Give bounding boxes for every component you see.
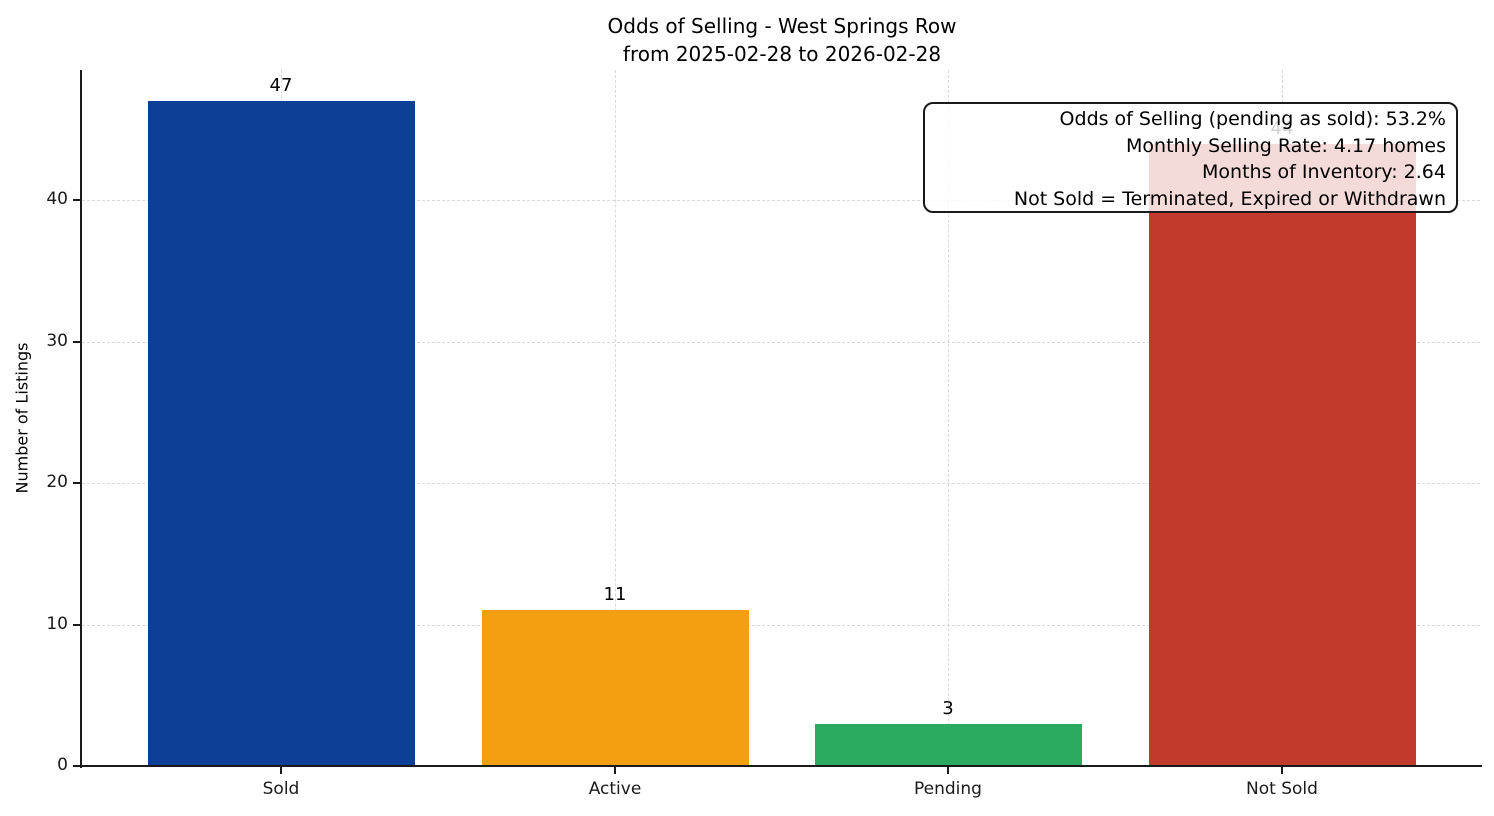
- annotation-box: Odds of Selling (pending as sold): 53.2%…: [923, 102, 1458, 213]
- bar-value-label: 3: [942, 697, 954, 719]
- y-tick-label: 10: [46, 613, 68, 634]
- h-gridline-10: [82, 624, 1480, 626]
- y-tick-label: 20: [46, 472, 68, 493]
- chart-title-line1: Odds of Selling - West Springs Row: [607, 14, 957, 38]
- bar-not-sold: [1148, 143, 1416, 766]
- annotation-not-sold-definition: Not Sold = Terminated, Expired or Withdr…: [1013, 187, 1446, 210]
- bar-sold: [147, 101, 415, 766]
- h-gridline-20: [82, 483, 1480, 485]
- x-tick-label: Not Sold: [1246, 779, 1318, 799]
- y-tick-label: 40: [46, 189, 68, 210]
- x-tick-label: Active: [588, 779, 642, 799]
- v-gridline-1: [615, 70, 616, 766]
- bar-value-label: 11: [603, 584, 627, 606]
- y-tick-mark-30: [73, 340, 80, 343]
- y-tick-label: 0: [57, 755, 68, 775]
- chart-title-line2: from 2025-02-28 to 2026-02-28: [622, 42, 942, 66]
- annotation-odds-of-selling: Odds of Selling (pending as sold): 53.2%: [1059, 108, 1446, 130]
- x-tick-mark-3: [1281, 767, 1283, 774]
- annotation-monthly-selling-rate: Monthly Selling Rate: 4.17 homes: [1126, 134, 1446, 157]
- y-axis-label: Number of Listings: [12, 342, 32, 494]
- x-tick-label: Sold: [262, 779, 300, 799]
- x-tick-label: Pending: [914, 779, 982, 799]
- annotation-months-of-inventory: Months of Inventory: 2.64: [1202, 161, 1446, 183]
- y-tick-mark-10: [73, 623, 80, 626]
- v-gridline-2: [948, 70, 949, 766]
- h-gridline-40: [82, 200, 1480, 202]
- y-axis-spine: [80, 70, 82, 768]
- h-gridline-30: [82, 341, 1480, 343]
- bar-pending: [814, 723, 1082, 766]
- y-tick-label: 30: [46, 330, 68, 351]
- bar-value-label: 47: [269, 75, 293, 97]
- bar-active: [481, 610, 749, 766]
- x-tick-mark-0: [280, 767, 282, 774]
- chart-title: Odds of Selling - West Springs Row from …: [82, 12, 1482, 68]
- y-tick-mark-20: [73, 482, 80, 485]
- y-tick-mark-40: [73, 199, 80, 202]
- x-axis-spine: [80, 765, 1482, 767]
- x-tick-mark-1: [614, 767, 616, 774]
- x-tick-mark-2: [947, 767, 949, 774]
- y-tick-mark-0: [73, 765, 80, 767]
